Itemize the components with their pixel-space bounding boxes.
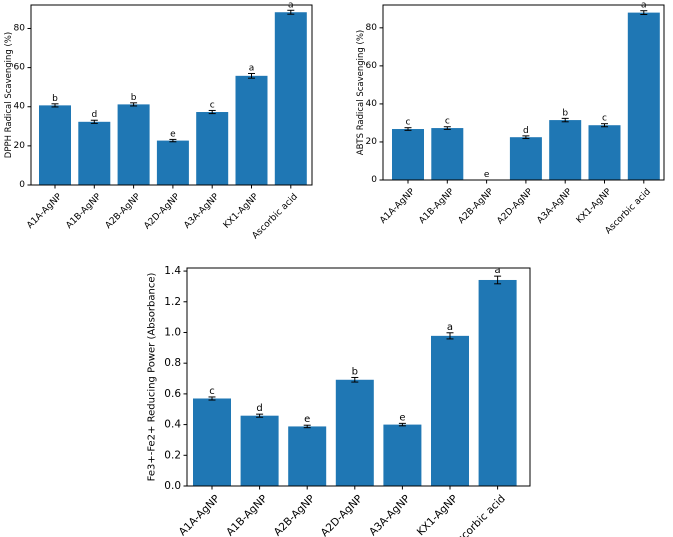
abts-bar <box>588 125 621 180</box>
frap-significance-label: e <box>304 414 310 425</box>
abts-axes-frame <box>382 4 665 181</box>
abts-y-tick-label: 0 <box>371 175 377 185</box>
dpph-y-tick-label: 60 <box>14 63 26 73</box>
frap-y-tick-label: 0.0 <box>164 480 181 492</box>
dpph-bar <box>196 112 229 185</box>
frap-bar <box>240 415 279 486</box>
abts-significance-label: b <box>562 108 568 118</box>
abts-bar <box>431 128 464 180</box>
dpph-y-tick-label: 0 <box>19 180 25 190</box>
frap-y-axis-label: Fe3+-Fe2+ Reducing Power (Absorbance) <box>147 273 158 482</box>
dpph-significance-label: e <box>170 129 176 139</box>
abts-x-tick-label: A2D-AgNP <box>495 187 535 227</box>
dpph-bar <box>39 105 71 185</box>
frap-x-tick-label: A1B-AgNP <box>224 493 270 537</box>
frap-bar <box>478 279 517 486</box>
dpph-y-tick-label: 40 <box>14 102 26 112</box>
frap-y-tick-label: 0.8 <box>164 357 181 369</box>
frap-x-tick-label: Ascorbic acid <box>450 493 508 537</box>
frap-significance-label: d <box>256 403 262 414</box>
frap-y-tick-label: 1.0 <box>164 326 181 338</box>
frap-bar <box>383 424 422 486</box>
abts-x-tick-label: A2B-AgNP <box>457 187 496 226</box>
dpph-x-tick-label: A2B-AgNP <box>104 192 143 231</box>
dpph-x-tick-label: A1A-AgNP <box>25 192 64 231</box>
abts-significance-label: c <box>445 117 450 127</box>
dpph-x-tick-label: A3A-AgNP <box>182 192 221 231</box>
frap-x-tick-label: A1A-AgNP <box>177 493 223 537</box>
abts-x-tick-label: A3A-AgNP <box>535 187 574 226</box>
abts-significance-label: c <box>406 118 411 128</box>
dpph-significance-label: b <box>52 94 58 104</box>
abts-significance-label: a <box>641 1 647 11</box>
abts-bar <box>627 12 660 180</box>
dpph-axes-frame <box>30 4 313 186</box>
frap-significance-label: a <box>495 265 501 276</box>
abts-significance-label: d <box>523 126 529 136</box>
abts-y-tick-label: 60 <box>366 61 378 71</box>
dpph-plot: b A1A-AgNP d A1B-AgNP b A2B-AgNP e A2D-AgNP c A3A… <box>4 0 313 241</box>
frap-axes-frame <box>186 267 531 487</box>
abts-y-axis-label: ABTS Radical Scavenging (%) <box>356 30 366 155</box>
abts-plot: c A1A-AgNP c A1B-AgNP e A2B-AgNP d A2D-AgNP b A3A… <box>356 1 665 236</box>
abts-bar <box>509 137 542 180</box>
dpph-significance-label: c <box>210 100 215 110</box>
dpph-x-tick-label: KX1-AgNP <box>222 192 261 231</box>
frap-bar <box>335 379 374 486</box>
abts-y-tick-label: 20 <box>366 137 378 147</box>
dpph-bar <box>235 75 268 185</box>
frap-plot: c A1A-AgNP d A1B-AgNP e A2B-AgNP b A2D-AgNP e A3A… <box>147 265 531 537</box>
abts-y-tick-label: 80 <box>366 23 378 33</box>
frap-y-tick-label: 0.6 <box>164 388 181 400</box>
abts-y-tick-label: 40 <box>366 99 378 109</box>
dpph-y-tick-label: 80 <box>14 23 26 33</box>
frap-bar <box>431 335 469 486</box>
abts-x-tick-label: A1A-AgNP <box>378 187 417 226</box>
abts-x-tick-label: KX1-AgNP <box>575 187 614 226</box>
dpph-y-tick-label: 20 <box>14 141 26 151</box>
frap-y-tick-label: 0.2 <box>164 449 181 461</box>
dpph-x-tick-label: A1B-AgNP <box>64 192 103 231</box>
frap-significance-label: e <box>399 412 405 423</box>
dpph-y-axis-label: DPPH Radical Scavenging (%) <box>4 32 14 158</box>
abts-significance-label: e <box>484 170 490 180</box>
abts-bar <box>549 120 582 180</box>
dpph-bar <box>78 121 111 185</box>
abts-bar <box>392 129 424 180</box>
abts-significance-label: c <box>602 114 607 124</box>
frap-bar <box>193 398 231 486</box>
dpph-bar <box>117 104 150 185</box>
frap-x-tick-label: A2B-AgNP <box>272 493 318 537</box>
frap-x-tick-label: A3A-AgNP <box>367 493 413 537</box>
abts-x-tick-label: A1B-AgNP <box>417 187 456 226</box>
frap-significance-label: b <box>352 366 358 377</box>
dpph-x-tick-label: A2D-AgNP <box>142 192 182 232</box>
frap-y-tick-label: 1.2 <box>164 296 181 308</box>
dpph-significance-label: a <box>249 63 255 73</box>
frap-significance-label: c <box>209 386 215 397</box>
frap-x-tick-label: KX1-AgNP <box>415 493 461 537</box>
dpph-significance-label: b <box>131 93 137 103</box>
frap-y-tick-label: 1.4 <box>164 265 181 277</box>
frap-significance-label: a <box>447 322 453 333</box>
dpph-bar <box>156 140 189 185</box>
frap-bar <box>288 426 327 486</box>
dpph-significance-label: d <box>91 110 97 120</box>
frap-x-tick-label: A2D-AgNP <box>319 493 365 537</box>
dpph-bar <box>274 12 307 185</box>
frap-y-tick-label: 0.4 <box>164 419 181 431</box>
